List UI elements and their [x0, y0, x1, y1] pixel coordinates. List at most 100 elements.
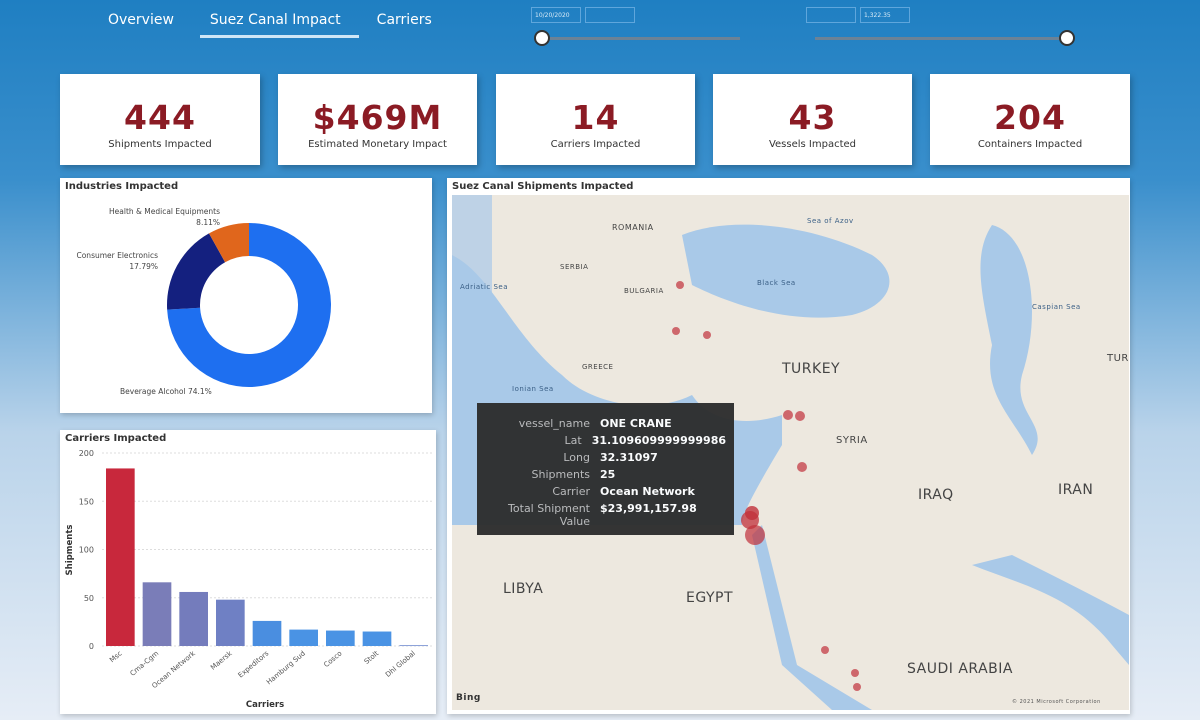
- map-label: EGYPT: [686, 590, 734, 606]
- kpi-value: 14: [571, 98, 620, 137]
- map-label: BULGARIA: [624, 287, 664, 295]
- kpi-label: Carriers Impacted: [550, 139, 641, 150]
- map-label: ROMANIA: [612, 223, 654, 232]
- donut-slice: [209, 223, 249, 263]
- x-tick-label: Stolt: [363, 649, 381, 666]
- bar-stolt: [362, 631, 392, 646]
- slice-label: Beverage Alcohol 74.1%: [120, 387, 212, 396]
- bar-maersk: [216, 599, 245, 646]
- y-tick-label: 200: [79, 449, 94, 458]
- value-slider-track[interactable]: [815, 37, 1067, 40]
- map-title: Suez Canal Shipments Impacted: [452, 181, 634, 192]
- tooltip-value: ONE CRANE: [600, 417, 672, 430]
- kpi-shipments: 444 Shipments Impacted: [60, 74, 260, 165]
- y-tick-label: 100: [79, 546, 94, 555]
- x-tick-label: Cosco: [322, 649, 343, 669]
- slice-label: Consumer Electronics: [76, 251, 158, 260]
- map-label: SYRIA: [836, 435, 868, 446]
- slice-value: 17.79%: [129, 262, 158, 271]
- date-start-input[interactable]: 10/20/2020: [531, 7, 581, 23]
- slice-label: Health & Medical Equipments: [109, 207, 220, 216]
- kpi-label: Containers Impacted: [977, 139, 1083, 150]
- tooltip-key: Carrier: [552, 485, 590, 498]
- industries-title: Industries Impacted: [65, 181, 179, 192]
- kpi-value: 43: [788, 98, 837, 137]
- bar-ocean-network: [179, 591, 208, 646]
- date-slider-handle[interactable]: [534, 30, 550, 46]
- slice-value: 8.11%: [196, 218, 220, 227]
- kpi-vessels: 43 Vessels Impacted: [713, 74, 912, 165]
- y-tick-label: 0: [89, 642, 94, 651]
- x-tick-label: Hamburg Sud: [265, 649, 307, 686]
- tooltip-value: $23,991,157.98: [600, 502, 697, 515]
- map-label: GREECE: [582, 363, 614, 371]
- bar-cosco: [326, 630, 355, 646]
- map-label: TURKEY: [782, 361, 841, 377]
- tooltip-key: Shipments: [531, 468, 591, 481]
- bar-hamburg-sud: [289, 629, 318, 646]
- map-label: Caspian Sea: [1032, 303, 1081, 311]
- tooltip-key: Lat: [564, 434, 582, 447]
- donut-slice: [167, 223, 332, 387]
- kpi-label: Vessels Impacted: [768, 139, 857, 150]
- kpi-monetary: $469M Estimated Monetary Impact: [278, 74, 477, 165]
- kpi-carriers: 14 Carriers Impacted: [496, 74, 695, 165]
- map-label: LIBYA: [503, 581, 544, 597]
- map-label: Ionian Sea: [512, 385, 554, 393]
- value-slider-handle[interactable]: [1059, 30, 1075, 46]
- date-slider-track[interactable]: [542, 37, 740, 40]
- tooltip-value: 25: [600, 468, 616, 481]
- value-slicer: 1,322.35: [806, 0, 910, 23]
- bing-logo: Bing: [456, 693, 481, 703]
- map-label: IRAN: [1058, 482, 1094, 498]
- map-copyright: © 2021 Microsoft Corporation: [1012, 699, 1101, 705]
- tooltip-key: Long: [563, 451, 590, 464]
- x-tick-label: Msc: [108, 649, 124, 664]
- value-max-input[interactable]: 1,322.35: [860, 7, 910, 23]
- date-end-input[interactable]: [585, 7, 635, 23]
- tooltip-key: Total Shipment Value: [508, 502, 590, 528]
- y-tick-label: 50: [84, 594, 94, 603]
- map-label: SERBIA: [560, 263, 589, 271]
- map-tooltip: vessel_name ONE CRANE Lat 31.1096099999999…: [477, 403, 734, 535]
- kpi-containers: 204 Containers Impacted: [930, 74, 1130, 165]
- bar-expeditors: [252, 620, 282, 646]
- tooltip-value: Ocean Network: [600, 485, 695, 498]
- kpi-value: 204: [994, 98, 1066, 137]
- map-label: SAUDI ARABIA: [907, 661, 1013, 677]
- tab-carriers[interactable]: Carriers: [376, 12, 432, 28]
- kpi-value: $469M: [312, 98, 443, 137]
- kpi-label: Estimated Monetary Impact: [308, 139, 447, 150]
- x-tick-label: Cma-Cgm: [129, 649, 161, 678]
- tooltip-value: 32.31097: [600, 451, 658, 464]
- map-label: Sea of Azov: [807, 217, 854, 225]
- map-label: Black Sea: [757, 279, 796, 287]
- kpi-label: Shipments Impacted: [108, 139, 212, 150]
- date-slicer: 10/20/2020: [531, 0, 635, 23]
- value-min-input[interactable]: [806, 7, 856, 23]
- tooltip-value: 31.109609999999986: [591, 434, 726, 447]
- bar-dhl-global: [399, 645, 428, 647]
- tab-overview[interactable]: Overview: [108, 12, 174, 28]
- kpi-value: 444: [124, 98, 196, 137]
- x-tick-label: Maersk: [209, 649, 234, 672]
- industries-donut-chart: Beverage Alcohol 74.1% Consumer Electroni…: [76, 207, 332, 396]
- map-label: TUR: [1107, 353, 1129, 364]
- donut-slice: [167, 233, 226, 310]
- industries-panel: Industries Impacted Beverage Alcohol 74.…: [60, 178, 432, 413]
- x-axis-title: Carriers: [246, 700, 284, 710]
- x-tick-label: Dhl Global: [384, 649, 417, 679]
- tooltip-key: vessel_name: [518, 417, 590, 430]
- bar-cma-cgm: [142, 582, 172, 646]
- page-tabs: Overview Suez Canal Impact Carriers: [90, 10, 450, 38]
- tab-suez-canal-impact[interactable]: Suez Canal Impact: [192, 10, 359, 38]
- y-axis-title: Shipments: [65, 525, 75, 576]
- x-tick-label: Expeditors: [237, 649, 271, 679]
- y-tick-label: 150: [79, 497, 94, 506]
- carriers-panel: Carriers Impacted 0 50 100 150 200 Msc Cma-Cgm…: [60, 430, 436, 714]
- map-label: Adriatic Sea: [460, 283, 509, 291]
- carriers-title: Carriers Impacted: [65, 433, 167, 444]
- bar-msc: [106, 468, 135, 646]
- map-label: IRAQ: [918, 487, 954, 503]
